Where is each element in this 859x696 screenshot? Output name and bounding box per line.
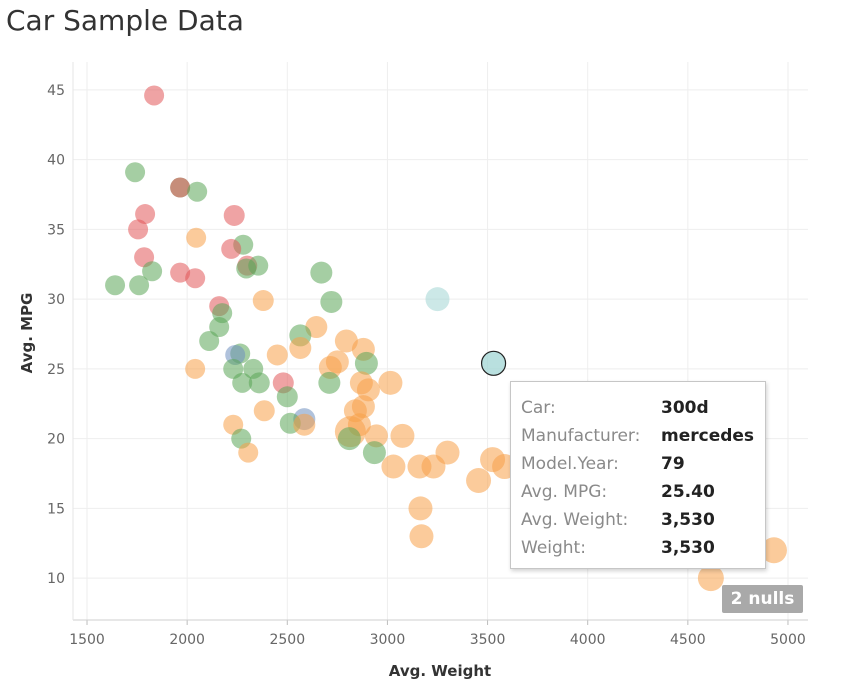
data-point[interactable] [408, 496, 433, 521]
tooltip-key: Model.Year: [521, 454, 619, 474]
tooltip-value: 3,530 [661, 538, 715, 558]
x-tick-label: 3500 [470, 632, 506, 648]
data-point[interactable] [125, 162, 146, 183]
data-point[interactable] [185, 268, 206, 289]
data-point[interactable] [209, 317, 230, 338]
tooltip-row-car: Car: 300d [521, 394, 765, 422]
tooltip-key: Weight: [521, 538, 586, 558]
data-point[interactable] [236, 258, 257, 279]
x-tick-label: 5000 [770, 632, 806, 648]
data-point[interactable] [293, 413, 316, 436]
data-point[interactable] [310, 261, 333, 284]
nulls-indicator-badge[interactable]: 2 nulls [722, 585, 803, 613]
data-point[interactable] [199, 331, 220, 351]
tooltip-value: mercedes [661, 426, 755, 446]
data-point[interactable] [760, 537, 787, 564]
tooltip-row-avg-weight: Avg. Weight: 3,530 [521, 506, 765, 534]
data-point[interactable] [364, 424, 388, 448]
x-tick-label: 4000 [570, 632, 606, 648]
gridlines [73, 62, 808, 620]
data-point[interactable] [390, 423, 415, 448]
axes: 10 15 20 25 30 35 40 45 1500 2000 2500 3000 3500 4000… [47, 62, 808, 648]
data-point[interactable] [252, 290, 274, 312]
tooltip-row-model-year: Model.Year: 79 [521, 450, 765, 478]
data-point[interactable] [362, 441, 386, 465]
tooltip-key: Car: [521, 398, 556, 418]
tooltip-row-weight: Weight: 3,530 [521, 534, 765, 562]
data-point[interactable] [425, 287, 450, 312]
data-point[interactable] [378, 370, 403, 395]
chart-title: Car Sample Data [6, 4, 244, 37]
data-point[interactable] [186, 227, 207, 248]
data-point[interactable] [248, 372, 270, 394]
x-tick-label: 1500 [69, 632, 105, 648]
tooltip-key: Manufacturer: [521, 426, 641, 446]
x-tick-label: 2500 [269, 632, 305, 648]
data-point[interactable] [320, 290, 343, 313]
data-point[interactable] [409, 524, 434, 549]
data-point[interactable] [129, 275, 150, 296]
data-point[interactable] [221, 238, 242, 259]
tooltip-row-manufacturer: Manufacturer: mercedes [521, 422, 765, 450]
data-point[interactable] [337, 427, 361, 451]
data-point[interactable] [318, 371, 341, 394]
data-point[interactable] [253, 400, 275, 422]
data-point[interactable] [334, 329, 358, 353]
data-point[interactable] [105, 275, 126, 296]
data-point[interactable] [223, 204, 245, 226]
data-point[interactable] [128, 219, 149, 240]
y-tick-label: 40 [47, 153, 65, 169]
data-point-selected[interactable] [480, 350, 507, 376]
data-point[interactable] [170, 262, 191, 283]
tooltip-key: Avg. Weight: [521, 510, 629, 530]
tooltip-key: Avg. MPG: [521, 482, 608, 502]
y-tick-label: 20 [47, 432, 65, 448]
data-point[interactable] [421, 454, 446, 479]
data-point[interactable] [142, 261, 163, 282]
y-tick-label: 45 [47, 83, 65, 99]
x-tick-label: 2000 [169, 632, 205, 648]
data-point[interactable] [185, 358, 206, 379]
data-point[interactable] [276, 386, 298, 408]
data-point[interactable] [135, 204, 156, 225]
tooltip-value: 3,530 [661, 510, 715, 530]
data-point[interactable] [232, 372, 253, 393]
tooltip-row-avg-mpg: Avg. MPG: 25.40 [521, 478, 765, 506]
y-axis-title: Avg. MPG [18, 293, 36, 374]
tooltip-value: 79 [661, 454, 685, 474]
tooltip: Car: 300d Manufacturer: mercedes Model.Y… [510, 381, 766, 569]
data-point[interactable] [266, 344, 288, 366]
data-point[interactable] [289, 336, 312, 359]
y-tick-label: 15 [47, 501, 65, 517]
x-tick-label: 4500 [670, 632, 706, 648]
data-point[interactable] [354, 351, 378, 375]
data-point[interactable] [187, 181, 208, 202]
data-point[interactable] [144, 85, 165, 106]
y-tick-label: 35 [47, 222, 65, 238]
x-axis-title: Avg. Weight [389, 662, 491, 680]
data-point[interactable] [466, 468, 492, 493]
data-point[interactable] [238, 442, 259, 463]
x-tick-label: 3000 [370, 632, 406, 648]
data-point[interactable] [697, 565, 724, 592]
data-points [105, 85, 787, 592]
data-point[interactable] [381, 454, 406, 479]
tooltip-value: 25.40 [661, 482, 715, 502]
data-point[interactable] [170, 177, 191, 198]
y-tick-label: 25 [47, 362, 65, 378]
tooltip-value: 300d [661, 398, 709, 418]
y-tick-label: 30 [47, 292, 65, 308]
y-tick-label: 10 [47, 571, 65, 587]
